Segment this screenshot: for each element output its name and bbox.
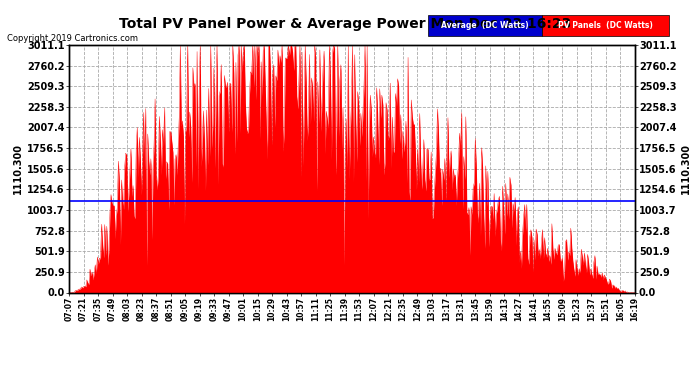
Text: Total PV Panel Power & Average Power Mon Dec 23 16:23: Total PV Panel Power & Average Power Mon… xyxy=(119,17,571,31)
Text: PV Panels  (DC Watts): PV Panels (DC Watts) xyxy=(558,21,653,30)
Text: 1110.300: 1110.300 xyxy=(681,143,690,194)
Text: 1110.300: 1110.300 xyxy=(13,143,23,194)
Text: Average  (DC Watts): Average (DC Watts) xyxy=(442,21,529,30)
Text: Copyright 2019 Cartronics.com: Copyright 2019 Cartronics.com xyxy=(7,34,138,43)
